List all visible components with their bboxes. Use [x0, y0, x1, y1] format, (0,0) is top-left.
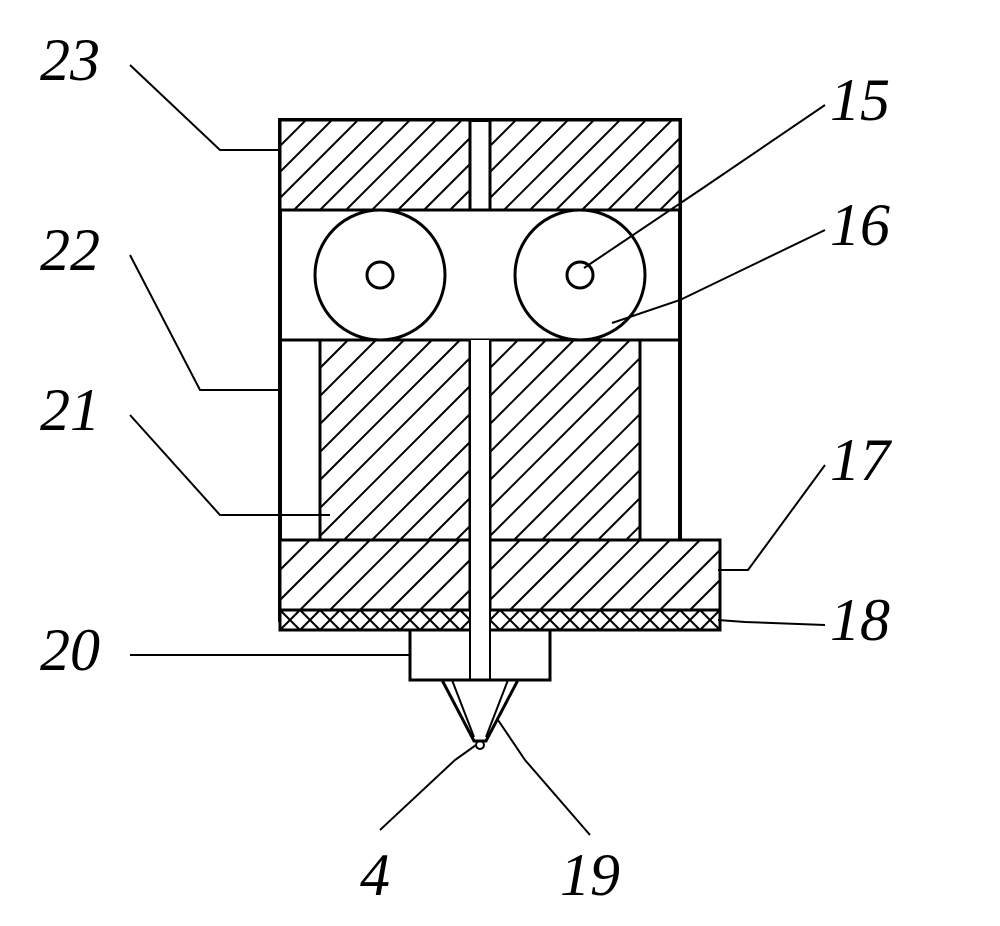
insulation-strip [280, 610, 720, 630]
label-17: 17 [830, 427, 893, 493]
leader-23 [130, 65, 280, 150]
feed-roller-right [515, 210, 645, 340]
label-15: 15 [830, 67, 890, 133]
label-23: 23 [40, 27, 100, 93]
feed-roller-left [315, 210, 445, 340]
label-20: 20 [40, 617, 100, 683]
leader-22 [130, 255, 280, 390]
leader-18 [718, 620, 825, 625]
label-22: 22 [40, 217, 100, 283]
leader-17 [718, 465, 825, 570]
label-16: 16 [830, 192, 890, 258]
label-4: 4 [360, 842, 390, 908]
leader-4 [380, 745, 476, 830]
label-19: 19 [560, 842, 620, 908]
leader-19 [498, 720, 590, 835]
nozzle-tip [442, 680, 518, 749]
label-18: 18 [830, 587, 890, 653]
label-21: 21 [40, 377, 100, 443]
lower-band [280, 540, 720, 610]
